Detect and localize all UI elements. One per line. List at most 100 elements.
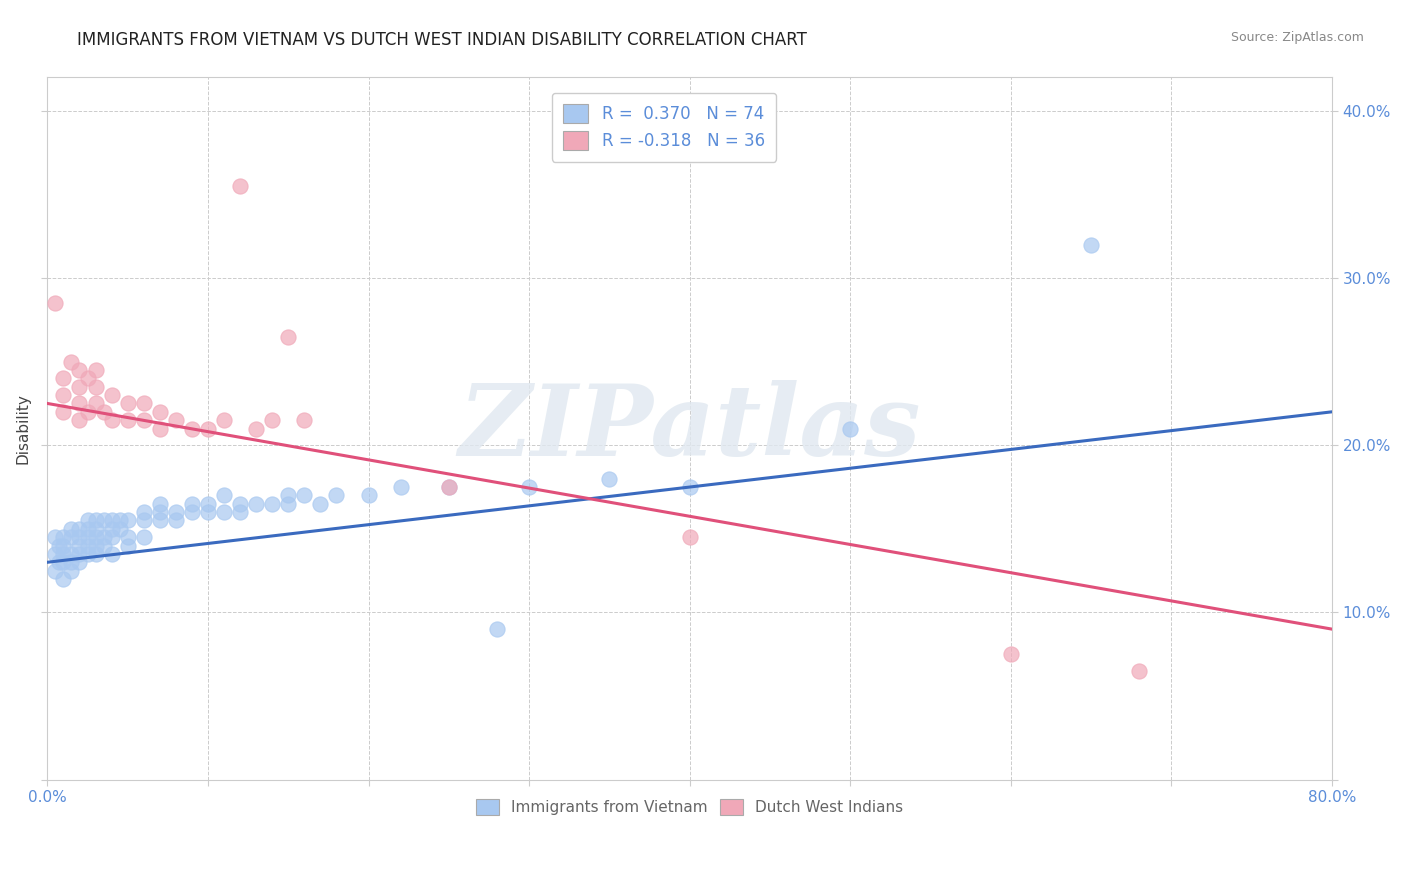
Point [149,497,172,511]
Point [69,522,91,536]
Point [44,547,66,561]
Point [229,497,252,511]
Point [262,497,284,511]
Point [117,413,139,427]
Point [76,513,98,527]
Point [60,354,83,368]
Point [84,547,107,561]
Point [197,497,219,511]
Point [132,396,155,410]
Point [262,413,284,427]
Point [197,421,219,435]
Point [117,396,139,410]
Point [84,396,107,410]
Text: IMMIGRANTS FROM VIETNAM VS DUTCH WEST INDIAN DISABILITY CORRELATION CHART: IMMIGRANTS FROM VIETNAM VS DUTCH WEST IN… [77,31,807,49]
Point [93,513,115,527]
Text: Source: ZipAtlas.com: Source: ZipAtlas.com [1230,31,1364,45]
Point [76,371,98,385]
Point [52,530,75,544]
Point [100,513,122,527]
Point [69,555,91,569]
Point [84,539,107,553]
Point [292,413,315,427]
Point [132,413,155,427]
Point [245,497,267,511]
Point [52,371,75,385]
Point [132,513,155,527]
Point [48,539,70,553]
Point [44,564,66,578]
Point [277,497,299,511]
Point [100,547,122,561]
Legend: Immigrants from Vietnam, Dutch West Indians: Immigrants from Vietnam, Dutch West Indi… [467,789,912,824]
Point [309,497,332,511]
Point [69,396,91,410]
Point [100,522,122,536]
Point [69,413,91,427]
Point [60,530,83,544]
Point [117,530,139,544]
Point [108,513,131,527]
Point [60,564,83,578]
Point [84,530,107,544]
Point [180,497,202,511]
Point [76,522,98,536]
Point [100,413,122,427]
Point [229,179,252,194]
Point [598,472,620,486]
Point [132,505,155,519]
Point [1128,664,1150,678]
Point [76,539,98,553]
Point [277,329,299,343]
Point [229,505,252,519]
Point [93,530,115,544]
Point [149,513,172,527]
Point [60,555,83,569]
Point [437,480,460,494]
Point [212,488,235,502]
Point [679,480,702,494]
Point [100,388,122,402]
Point [93,539,115,553]
Point [149,405,172,419]
Point [60,547,83,561]
Point [100,530,122,544]
Y-axis label: Disability: Disability [15,393,30,464]
Point [165,413,187,427]
Point [389,480,412,494]
Point [84,513,107,527]
Point [117,539,139,553]
Point [52,539,75,553]
Point [277,488,299,502]
Point [180,505,202,519]
Point [60,522,83,536]
Point [517,480,540,494]
Point [437,480,460,494]
Point [76,530,98,544]
Point [839,421,862,435]
Point [69,539,91,553]
Point [84,363,107,377]
Point [245,421,267,435]
Point [357,488,380,502]
Point [44,530,66,544]
Point [69,380,91,394]
Point [149,505,172,519]
Point [52,555,75,569]
Point [76,547,98,561]
Point [149,421,172,435]
Point [212,413,235,427]
Point [212,505,235,519]
Point [52,547,75,561]
Point [1000,647,1022,661]
Point [1080,237,1102,252]
Point [52,572,75,586]
Point [69,547,91,561]
Point [93,405,115,419]
Point [180,421,202,435]
Point [485,622,508,636]
Point [117,513,139,527]
Point [292,488,315,502]
Point [325,488,347,502]
Point [76,405,98,419]
